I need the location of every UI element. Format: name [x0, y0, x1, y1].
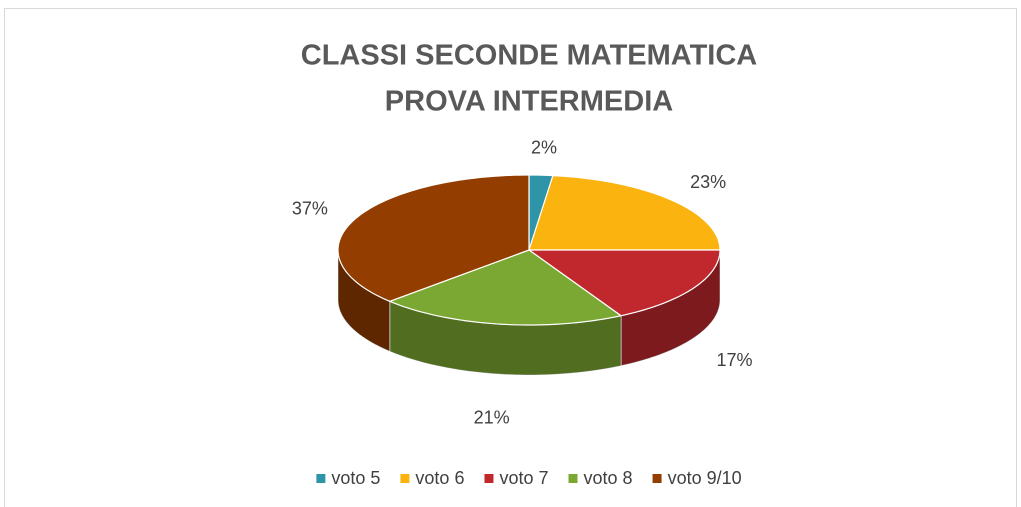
data-label: 23%: [690, 172, 726, 192]
data-label: 21%: [474, 407, 510, 427]
legend-label: voto 5: [331, 468, 380, 488]
data-label: 2%: [531, 138, 557, 158]
slice-side-shade: [338, 250, 390, 352]
chart-title: CLASSI SECONDE MATEMATICA: [301, 40, 758, 72]
legend-label: voto 8: [584, 468, 633, 488]
data-label: 37%: [292, 199, 328, 219]
legend-swatch: [652, 474, 662, 483]
legend-label: voto 6: [415, 468, 464, 488]
legend-label: voto 7: [499, 468, 548, 488]
legend-swatch: [568, 474, 578, 483]
slice: [388, 249, 623, 326]
slice-side-shade: [389, 301, 622, 375]
legend-swatch: [316, 474, 326, 483]
legend-swatch: [400, 474, 410, 483]
legend-swatch: [484, 474, 494, 483]
chart-title: PROVA INTERMEDIA: [385, 86, 673, 118]
slice-side-shade: [621, 250, 720, 366]
slice: [337, 174, 530, 302]
data-label: 17%: [716, 350, 752, 370]
slice: [527, 249, 721, 317]
slice: [528, 174, 721, 251]
legend-label: voto 9/10: [668, 468, 742, 488]
